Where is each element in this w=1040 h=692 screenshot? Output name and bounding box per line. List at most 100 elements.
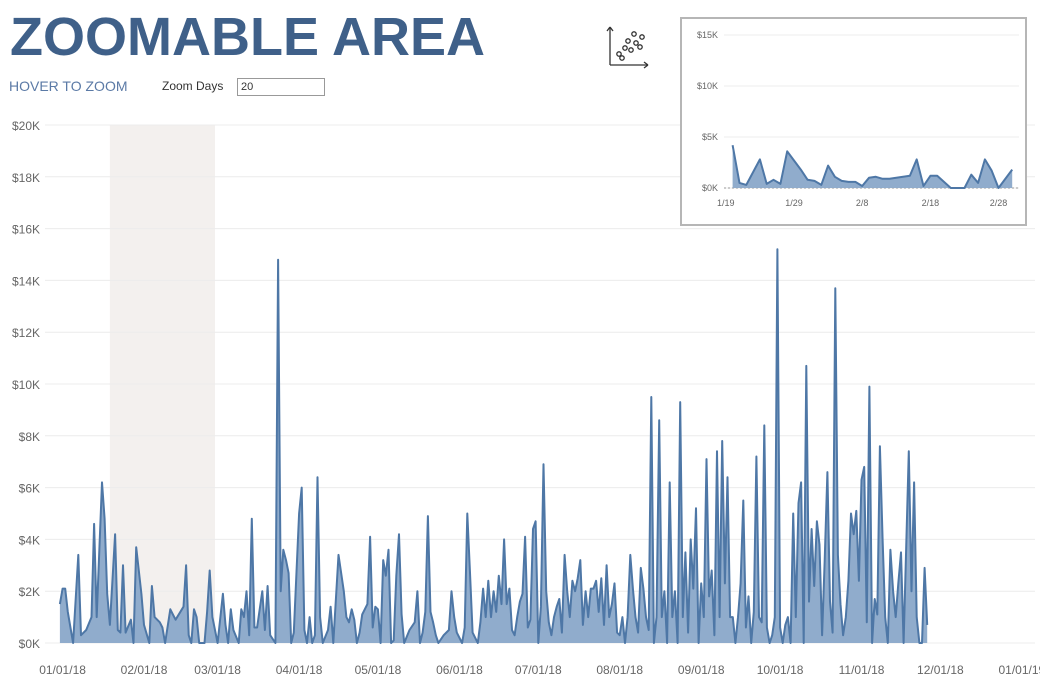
data-point [346, 617, 347, 618]
data-point [666, 642, 667, 643]
page-title: ZOOMABLE AREA [10, 7, 485, 67]
data-point [577, 578, 578, 579]
data-point [687, 632, 688, 633]
data-point [314, 635, 315, 636]
data-point [1012, 169, 1013, 170]
data-point [199, 642, 200, 643]
data-point [86, 629, 87, 630]
data-point [225, 624, 226, 625]
data-point [861, 479, 862, 480]
data-point [262, 591, 263, 592]
data-point [914, 482, 915, 483]
data-point [107, 593, 108, 594]
data-point [714, 635, 715, 636]
data-point [950, 187, 951, 188]
data-point [779, 627, 780, 628]
data-point [627, 617, 628, 618]
data-point [964, 187, 965, 188]
data-point [609, 617, 610, 618]
y-tick-label: $4K [19, 533, 40, 547]
data-point [603, 624, 604, 625]
data-point [659, 420, 660, 421]
data-point [759, 159, 760, 160]
data-point [848, 181, 849, 182]
data-point [875, 176, 876, 177]
data-point [388, 549, 389, 550]
data-point [475, 637, 476, 638]
data-point [785, 624, 786, 625]
data-point [327, 629, 328, 630]
data-point [811, 528, 812, 529]
data-point [782, 642, 783, 643]
data-point [766, 627, 767, 628]
data-point [249, 635, 250, 636]
data-point [790, 642, 791, 643]
data-point [409, 629, 410, 630]
data-point [191, 642, 192, 643]
zoom-days-input[interactable] [237, 78, 325, 96]
data-point [456, 632, 457, 633]
data-point [722, 440, 723, 441]
data-point [115, 534, 116, 535]
data-point [430, 611, 431, 612]
x-tick-label: 11/01/18 [839, 663, 885, 677]
data-point [930, 175, 931, 176]
data-point [690, 539, 691, 540]
data-point [598, 611, 599, 612]
data-point [185, 565, 186, 566]
data-point [890, 549, 891, 550]
data-point [780, 183, 781, 184]
data-point [217, 642, 218, 643]
data-point [78, 554, 79, 555]
data-point [808, 601, 809, 602]
data-point [927, 624, 928, 625]
data-point [130, 619, 131, 620]
data-point [196, 617, 197, 618]
data-point [680, 402, 681, 403]
data-point [653, 642, 654, 643]
data-point [900, 552, 901, 553]
data-point [909, 175, 910, 176]
data-point [383, 560, 384, 561]
data-point [834, 176, 835, 177]
data-point [509, 588, 510, 589]
data-point [898, 583, 899, 584]
data-point [732, 145, 733, 146]
data-point [519, 601, 520, 602]
data-point [267, 585, 268, 586]
data-point [280, 591, 281, 592]
data-point [719, 617, 720, 618]
area-line [731, 145, 1014, 189]
main-area-chart[interactable]: $0K $2K $4K $6K $8K $10K $12K $14K $16K $18K $20K 0… [0, 110, 1040, 692]
data-point [377, 609, 378, 610]
data-point [648, 629, 649, 630]
data-point [751, 642, 752, 643]
scatter-plot-icon[interactable] [604, 24, 652, 70]
data-point [472, 632, 473, 633]
data-point [672, 617, 673, 618]
data-point [758, 617, 759, 618]
data-point [677, 642, 678, 643]
data-point [803, 642, 804, 643]
data-point [543, 464, 544, 465]
data-point [80, 635, 81, 636]
data-point [322, 642, 323, 643]
data-point [433, 622, 434, 623]
data-point [902, 176, 903, 177]
x-tick-label: 01/01/19 [998, 663, 1040, 677]
data-point [188, 635, 189, 636]
data-point [354, 619, 355, 620]
data-point [133, 642, 134, 643]
data-point [772, 635, 773, 636]
data-point [580, 560, 581, 561]
data-point [882, 539, 883, 540]
data-point [62, 588, 63, 589]
data-point [372, 627, 373, 628]
zoom-days-label: Zoom Days [162, 79, 224, 93]
data-point [564, 554, 565, 555]
data-point [590, 588, 591, 589]
data-point [693, 588, 694, 589]
data-point [136, 547, 137, 548]
data-point [777, 249, 778, 250]
data-point [911, 591, 912, 592]
